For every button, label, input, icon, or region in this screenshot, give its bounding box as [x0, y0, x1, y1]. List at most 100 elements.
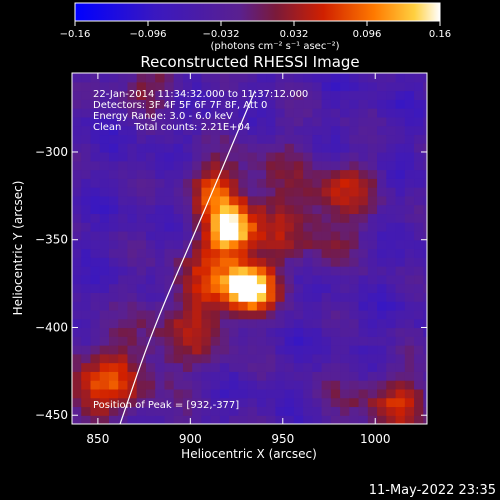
heatmap-cell — [386, 248, 397, 258]
heatmap-cell — [386, 160, 397, 171]
heatmap-cell — [414, 336, 424, 346]
heatmap-cell — [340, 406, 350, 416]
heatmap-cell — [312, 195, 323, 206]
heatmap-cell — [99, 318, 110, 329]
heatmap-cell — [349, 187, 360, 197]
heatmap-cell — [275, 388, 286, 399]
heatmap-cell — [284, 353, 295, 364]
heatmap-cell — [229, 336, 239, 346]
heatmap-cell — [247, 125, 258, 136]
heatmap-cell — [108, 336, 119, 346]
heatmap-cell — [247, 239, 258, 250]
heatmap-cell — [330, 90, 341, 100]
heatmap-cell — [99, 353, 110, 364]
heatmap-cell — [256, 292, 267, 302]
heatmap-cell — [312, 283, 323, 293]
heatmap-cell — [192, 371, 203, 381]
heatmap-cell — [275, 397, 286, 408]
heatmap-cell — [99, 362, 110, 372]
heatmap-cell — [423, 406, 427, 416]
heatmap-cell — [284, 169, 295, 179]
heatmap-cell — [256, 301, 267, 311]
heatmap-cell — [247, 301, 258, 311]
heatmap-cell — [155, 274, 166, 285]
heatmap-cell — [90, 318, 101, 329]
heatmap-cell — [108, 187, 119, 197]
heatmap-cell — [386, 345, 397, 355]
heatmap-cell — [367, 169, 378, 179]
heatmap-cell — [404, 195, 415, 206]
heatmap-cell — [367, 345, 378, 355]
heatmap-cell — [293, 336, 304, 346]
heatmap-cell — [136, 301, 147, 311]
heatmap-cell — [219, 362, 230, 372]
heatmap-cell — [81, 90, 92, 100]
heatmap-cell — [414, 371, 424, 381]
heatmap-cell — [293, 327, 304, 337]
heatmap-cell — [155, 362, 166, 372]
heatmap-cell — [312, 134, 323, 144]
heatmap-cell — [182, 309, 193, 320]
heatmap-cell — [256, 318, 267, 329]
heatmap-cell — [118, 353, 129, 364]
heatmap-cell — [118, 336, 129, 346]
heatmap-cell — [358, 388, 369, 399]
heatmap-cell — [349, 230, 360, 241]
heatmap-cell — [229, 380, 239, 390]
heatmap-cell — [256, 143, 267, 153]
heatmap-cell — [219, 134, 230, 144]
heatmap-cell — [145, 292, 156, 302]
heatmap-cell — [266, 73, 276, 83]
heatmap-cell — [136, 81, 147, 92]
heatmap-cell — [210, 151, 221, 162]
heatmap-cell — [164, 222, 175, 232]
heatmap-cell — [182, 73, 193, 83]
heatmap-cell — [108, 380, 119, 390]
heatmap-cell — [219, 230, 230, 241]
heatmap-cell — [247, 309, 258, 320]
heatmap-cell — [90, 187, 101, 197]
heatmap-cell — [127, 73, 138, 83]
heatmap-cell — [210, 195, 221, 206]
heatmap-cell — [229, 301, 239, 311]
heatmap-cell — [90, 248, 101, 258]
heatmap-cell — [377, 169, 387, 179]
heatmap-cell — [210, 99, 221, 109]
heatmap-cell — [136, 187, 147, 197]
heatmap-cell — [238, 248, 249, 258]
heatmap-cell — [404, 134, 415, 144]
heatmap-cell — [136, 248, 147, 258]
heatmap-cell — [293, 397, 304, 408]
heatmap-cell — [99, 415, 110, 424]
heatmap-cell — [330, 353, 341, 364]
heatmap-cell — [81, 406, 92, 416]
heatmap-cell — [164, 204, 175, 215]
heatmap-cell — [247, 415, 258, 424]
annotation-clean: Clean Total counts: 2.21E+04 — [93, 122, 250, 133]
heatmap-cell — [293, 108, 304, 118]
heatmap-cell — [229, 353, 239, 364]
heatmap-cell — [127, 274, 138, 285]
heatmap-cell — [155, 204, 166, 215]
heatmap-cell — [238, 160, 249, 171]
heatmap-cell — [275, 134, 286, 144]
heatmap-cell — [99, 169, 110, 179]
heatmap-cell — [210, 318, 221, 329]
heatmap-cell — [229, 318, 239, 329]
heatmap-cell — [275, 73, 286, 83]
heatmap-cell — [321, 222, 332, 232]
heatmap-cell — [99, 406, 110, 416]
heatmap-cell — [321, 213, 332, 223]
heatmap-cell — [349, 151, 360, 162]
heatmap-cell — [247, 336, 258, 346]
heatmap-cell — [414, 327, 424, 337]
heatmap-cell — [367, 371, 378, 381]
heatmap-cell — [256, 327, 267, 337]
heatmap-cell — [127, 301, 138, 311]
heatmap-cell — [247, 204, 258, 215]
heatmap-cell — [386, 230, 397, 241]
heatmap-cell — [386, 327, 397, 337]
heatmap-cell — [312, 125, 323, 136]
heatmap-cell — [72, 108, 82, 118]
heatmap-cell — [312, 116, 323, 127]
